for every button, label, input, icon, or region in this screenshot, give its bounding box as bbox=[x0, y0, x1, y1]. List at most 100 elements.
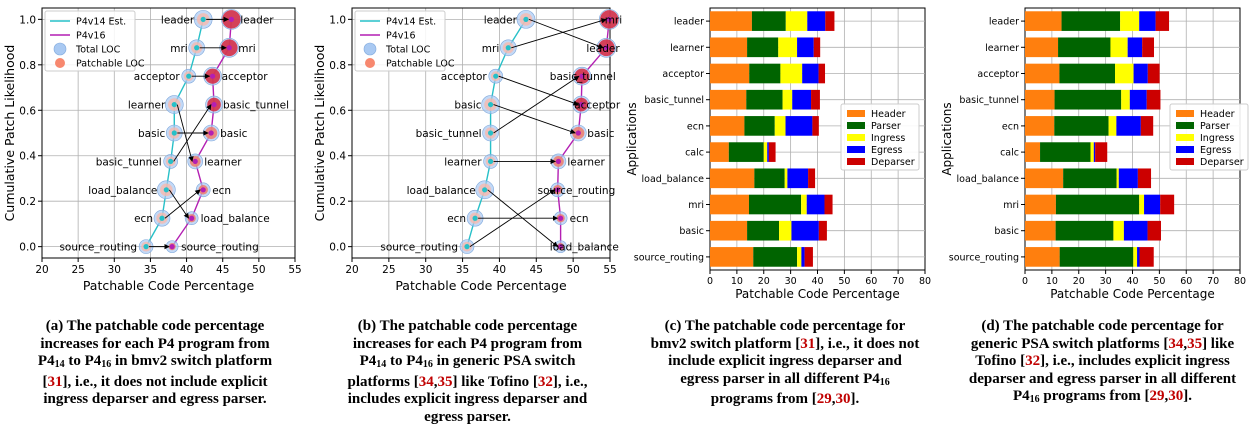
bar-deparser bbox=[1146, 89, 1161, 110]
x-tick-label: 20 bbox=[1073, 276, 1085, 287]
legend-total-loc-marker bbox=[53, 42, 67, 56]
p4v14-point bbox=[493, 73, 499, 79]
bar-parser bbox=[749, 63, 781, 84]
bar-header bbox=[1025, 168, 1064, 189]
scatter-chart-a: 20 25 30 35 40 45 50 55 0.0 0.2 0.4 0.6 0.8 1.0 Patcha… bbox=[2, 7, 302, 293]
bar-deparser bbox=[1160, 194, 1175, 215]
program-label-left: ecn bbox=[134, 213, 153, 225]
program-label-right: ecn bbox=[570, 213, 589, 225]
bar-ingress bbox=[1108, 116, 1117, 136]
x-tick-label: 40 bbox=[811, 276, 823, 287]
bar-ingress bbox=[778, 37, 798, 58]
x-tick-label: 10 bbox=[731, 276, 743, 287]
program-label-right: source_routing bbox=[181, 242, 259, 254]
p4v14-point bbox=[186, 73, 192, 79]
category-label: learner bbox=[670, 43, 704, 54]
program-label-left: basic_tunnel bbox=[416, 128, 482, 140]
category-label: ecn bbox=[687, 121, 704, 132]
bar-deparser bbox=[818, 220, 827, 241]
x-tick-label: 30 bbox=[1100, 276, 1112, 287]
program-label-left: leader bbox=[484, 14, 518, 26]
bar-ingress bbox=[785, 11, 808, 31]
p4v16-point bbox=[226, 45, 232, 51]
p4v16-point bbox=[192, 158, 198, 165]
x-tick-label: 40 bbox=[180, 264, 193, 276]
p4v14-point bbox=[482, 187, 488, 193]
y-tick-label: 0.2 bbox=[19, 196, 36, 208]
bar-header bbox=[710, 37, 748, 58]
bar-header bbox=[1025, 116, 1055, 136]
p4v14-point bbox=[171, 101, 177, 108]
x-tick-label: 55 bbox=[288, 264, 301, 276]
bar-egress bbox=[1133, 63, 1148, 84]
bar-parser bbox=[1055, 194, 1140, 215]
bar-parser bbox=[747, 220, 780, 241]
bar-parser bbox=[751, 11, 786, 31]
p4v16-point bbox=[558, 215, 564, 221]
y-tick-label: 1.0 bbox=[329, 14, 346, 26]
p4v14-point bbox=[487, 101, 494, 108]
legend-box bbox=[1169, 103, 1249, 171]
p4v14-point bbox=[163, 187, 169, 193]
bar-ingress bbox=[1113, 220, 1124, 241]
legend-patchable-loc-marker bbox=[55, 58, 65, 68]
bar-parser bbox=[1054, 116, 1109, 136]
x-tick-label: 25 bbox=[71, 264, 84, 276]
legend-label: Egress bbox=[1200, 145, 1232, 156]
legend-swatch bbox=[847, 134, 865, 141]
x-tick-label: 45 bbox=[216, 264, 229, 276]
bar-ingress bbox=[797, 247, 802, 267]
program-label-left: source_routing bbox=[380, 242, 458, 254]
legend-swatch bbox=[847, 122, 865, 129]
transition-arrow bbox=[164, 189, 201, 219]
x-tick-label: 50 bbox=[566, 264, 579, 276]
legend-label: P4v14 Est. bbox=[386, 17, 436, 28]
legend-label: Total LOC bbox=[75, 45, 121, 56]
bar-deparser bbox=[1155, 11, 1170, 31]
program-label-left: leader bbox=[161, 14, 195, 26]
y-tick-label: 0.0 bbox=[329, 242, 346, 254]
bar-egress bbox=[807, 11, 826, 31]
bar-ingress bbox=[780, 63, 803, 84]
program-label-left: load_balance bbox=[88, 185, 157, 197]
program-label-left: mri bbox=[482, 43, 499, 55]
legend-label: P4v14 Est. bbox=[76, 17, 126, 28]
x-tick-label: 80 bbox=[1234, 276, 1246, 287]
bar-egress bbox=[1129, 89, 1147, 110]
program-label-left: acceptor bbox=[134, 71, 181, 83]
y-axis-label: Applications bbox=[625, 102, 639, 175]
bar-deparser bbox=[825, 11, 835, 31]
bar-parser bbox=[1059, 63, 1116, 84]
x-tick-label: 45 bbox=[530, 264, 543, 276]
bar-ingress bbox=[763, 142, 768, 162]
p4v16-point bbox=[211, 101, 217, 108]
program-label-right: acceptor bbox=[222, 71, 269, 83]
program-label-right: leader bbox=[240, 14, 274, 26]
category-label: mri bbox=[1003, 200, 1019, 211]
bar-parser bbox=[753, 247, 798, 267]
bar-deparser bbox=[1137, 168, 1152, 189]
legend-box bbox=[44, 10, 136, 72]
legend-swatch bbox=[1176, 122, 1194, 129]
bar-parser bbox=[748, 194, 802, 215]
bar-parser bbox=[1055, 220, 1114, 241]
y-tick-label: 1.0 bbox=[19, 14, 36, 26]
bar-deparser bbox=[824, 194, 833, 215]
x-tick-label: 50 bbox=[838, 276, 850, 287]
transition-arrow bbox=[528, 18, 604, 49]
legend-label: Parser bbox=[871, 121, 901, 132]
bar-egress bbox=[802, 63, 819, 84]
program-label-left: acceptor bbox=[441, 71, 488, 83]
bar-ingress bbox=[782, 89, 793, 110]
x-tick-label: 25 bbox=[382, 264, 395, 276]
bar-deparser bbox=[812, 116, 819, 136]
bar-parser bbox=[1063, 168, 1117, 189]
bar-ingress bbox=[1115, 63, 1134, 84]
bar-egress bbox=[1127, 37, 1143, 58]
p4v14-point bbox=[464, 244, 470, 250]
program-label-right: load_balance bbox=[201, 213, 270, 225]
program-label-right: learner bbox=[204, 156, 242, 168]
panel-d: leader learner acceptor basic_tunnel ecn calc… bbox=[940, 0, 1255, 315]
x-tick-label: 60 bbox=[865, 276, 877, 287]
